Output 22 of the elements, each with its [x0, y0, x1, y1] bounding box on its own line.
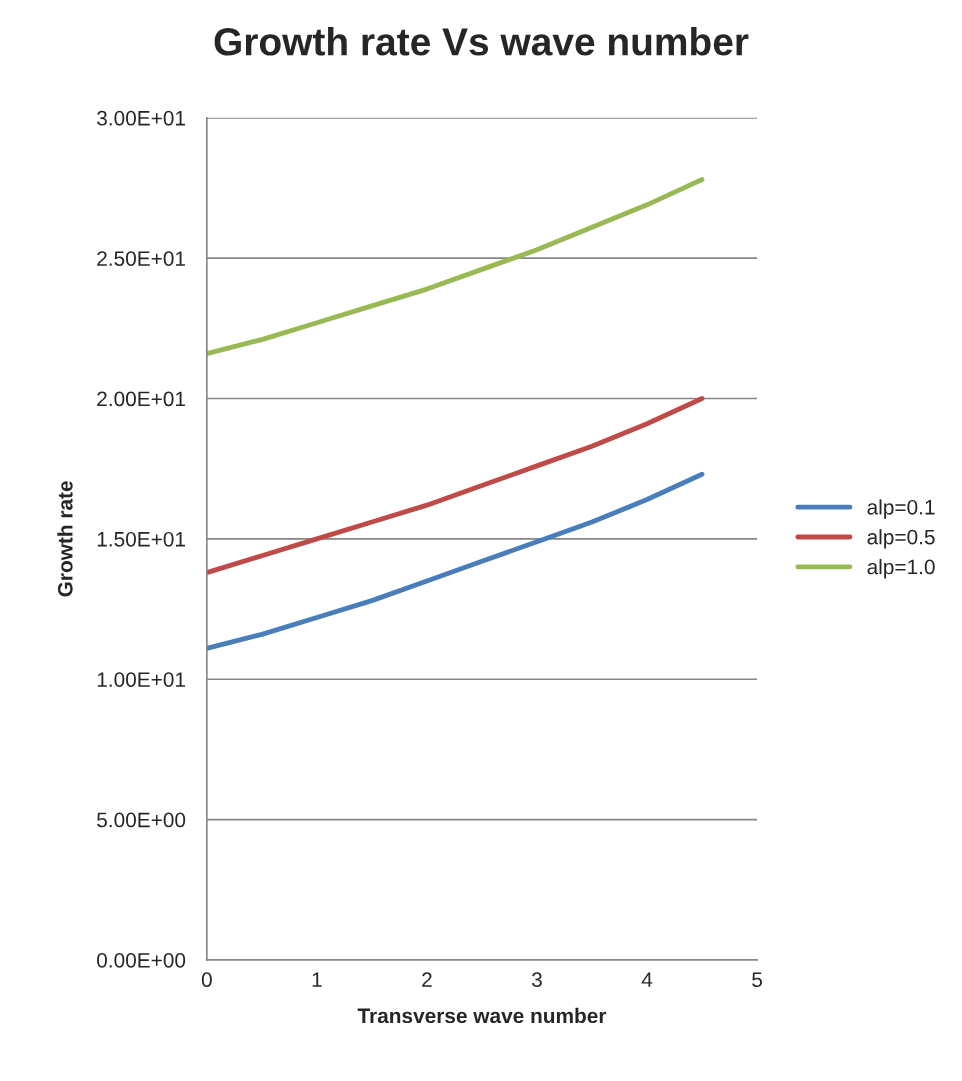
- y-tick-label: 3.00E+01: [97, 110, 185, 126]
- line-series: [206, 396, 705, 575]
- legend-label: alp=0.5: [867, 529, 935, 549]
- x-tick-label: 3: [531, 972, 542, 988]
- x-tick-label: 2: [422, 972, 432, 987]
- line-series: [206, 471, 705, 651]
- line-series: [206, 177, 705, 357]
- y-tick-label: 1.50E+01: [97, 531, 185, 547]
- legend-label: alp=1.0: [867, 559, 935, 579]
- x-tick-label: 4: [641, 972, 653, 987]
- x-axis-title: Transverse wave number: [357, 1007, 607, 1024]
- y-tick-label: 2.50E+01: [97, 251, 185, 266]
- y-tick-label: 0.00E+00: [97, 952, 186, 968]
- y-tick-label: 1.00E+01: [97, 672, 185, 687]
- legend-label: alp=0.1: [867, 499, 935, 519]
- y-tick-label: 2.00E+01: [97, 391, 185, 407]
- x-tick-label: 0: [201, 972, 212, 988]
- x-tick-label: 1: [312, 972, 322, 987]
- x-tick-label: 5: [752, 972, 763, 988]
- y-axis-title: Growth rate: [57, 481, 73, 597]
- y-tick-label: 5.00E+00: [97, 812, 186, 828]
- chart-title: Growth rate Vs wave number: [214, 27, 749, 56]
